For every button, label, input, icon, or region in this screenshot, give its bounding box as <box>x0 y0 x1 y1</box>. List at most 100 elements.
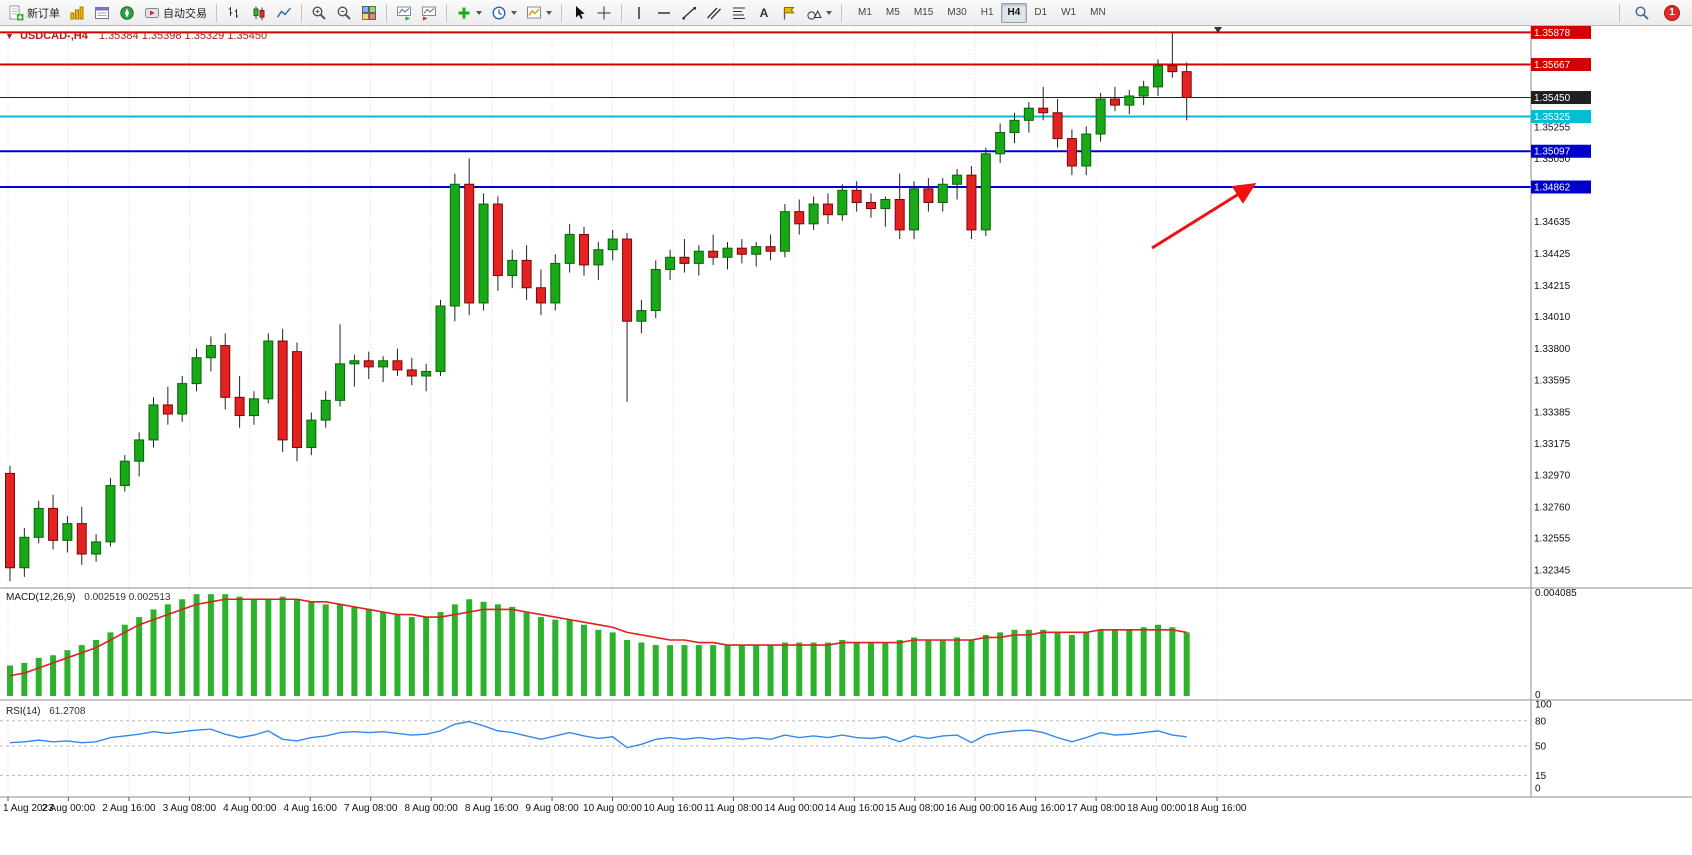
macd-histogram-bar <box>581 624 587 696</box>
bull-candle <box>134 432 145 477</box>
candle-body <box>320 399 331 421</box>
candle-body <box>492 203 503 277</box>
macd-histogram-bar <box>667 645 674 696</box>
cursor-icon <box>576 5 585 19</box>
candle-body <box>952 174 963 185</box>
crosshair-tool-button[interactable] <box>592 2 616 24</box>
profiles-icon <box>70 6 84 19</box>
time-axis-label: 14 Aug 00:00 <box>764 803 823 814</box>
macd-histogram-bar <box>394 614 401 696</box>
bull-candle <box>33 500 44 544</box>
timeframe-m30-button[interactable]: M30 <box>940 3 973 23</box>
fibonacci-icon <box>733 7 745 19</box>
crosshair-icon <box>597 6 611 19</box>
bar-chart-mode-button[interactable] <box>222 2 246 24</box>
price-tag <box>1531 180 1591 194</box>
navigator-button[interactable] <box>115 2 139 24</box>
candle-body <box>636 310 647 322</box>
time-axis-label: 8 Aug 00:00 <box>404 803 458 814</box>
fibonacci-tool-button[interactable] <box>727 2 751 24</box>
timeframe-w1-button[interactable]: W1 <box>1054 3 1083 23</box>
bull-candle <box>808 196 819 230</box>
auto-scroll-button[interactable] <box>392 2 416 24</box>
annotation-arrow[interactable] <box>1151 183 1257 250</box>
notifications-button[interactable]: 1 <box>1660 2 1684 24</box>
macd-histogram-bar <box>1140 627 1147 696</box>
timeframe-m5-button[interactable]: M5 <box>879 3 907 23</box>
time-axis-label: 7 Aug 08:00 <box>344 803 398 814</box>
price-tag-label: 1.35097 <box>1534 147 1571 158</box>
search-button[interactable] <box>1630 2 1654 24</box>
bear-candle <box>220 333 231 410</box>
candle-body <box>1124 95 1135 106</box>
timeframe-h1-button[interactable]: H1 <box>974 3 1001 23</box>
macd-histogram-bar <box>1169 627 1176 696</box>
candle-body <box>349 360 360 365</box>
bull-candle <box>995 123 1006 163</box>
text-tool-icon: A <box>759 5 769 20</box>
bear-candle <box>822 193 833 224</box>
macd-histogram-bar <box>1083 632 1090 696</box>
macd-histogram-bar <box>1097 629 1104 696</box>
macd-histogram-bar <box>322 604 329 696</box>
auto-trading-icon <box>145 7 159 18</box>
candlestick-mode-button[interactable] <box>247 2 271 24</box>
time-axis-label: 8 Aug 16:00 <box>465 803 519 814</box>
macd-histogram-bar <box>1111 629 1118 696</box>
bull-candle <box>148 397 159 448</box>
bull-candle <box>1081 126 1092 176</box>
auto-trading-button[interactable]: 自动交易 <box>140 2 211 24</box>
chart-canvas[interactable]: 0.004085010080501501.358781.356671.35450… <box>0 26 1692 855</box>
shapes-tool-button[interactable] <box>802 2 836 24</box>
candle-body <box>1181 71 1192 99</box>
timeframe-d1-button[interactable]: D1 <box>1027 3 1054 23</box>
bull-candle <box>119 455 130 492</box>
macd-histogram-bar <box>939 639 946 696</box>
horizontal-line-tool-button[interactable] <box>652 2 676 24</box>
candle-body <box>76 523 87 555</box>
macd-histogram-bar <box>868 642 874 696</box>
price-axis-label: 1.33595 <box>1534 375 1571 386</box>
candle-body <box>822 203 833 216</box>
candle-body <box>1081 133 1092 167</box>
vertical-line-tool-button[interactable] <box>627 2 651 24</box>
bar-chart-icon <box>228 6 239 18</box>
chart-shift-marker[interactable] <box>1214 27 1222 33</box>
indicators-button[interactable] <box>452 2 486 24</box>
profiles-button[interactable] <box>65 2 89 24</box>
timeframe-h4-button[interactable]: H4 <box>1000 2 1028 23</box>
chevron-down-icon <box>511 10 517 15</box>
tile-windows-button[interactable] <box>357 2 381 24</box>
timeframe-m15-button[interactable]: M15 <box>907 3 940 23</box>
chart-shift-button[interactable] <box>417 2 441 24</box>
macd-axis-max-label: 0.004085 <box>1535 588 1577 599</box>
macd-histogram-bar <box>1126 629 1133 696</box>
candle-body <box>105 485 116 543</box>
price-axis-label: 1.32970 <box>1534 470 1571 481</box>
periods-button[interactable] <box>487 2 521 24</box>
cursor-tool-button[interactable] <box>567 2 591 24</box>
zoom-out-button[interactable] <box>332 2 356 24</box>
label-tool-button[interactable] <box>777 2 801 24</box>
chart-window[interactable]: 0.004085 0 100 80 50 15 0 1.35878 1.35667 1.35450… <box>0 26 1692 855</box>
candle-body <box>1167 65 1178 73</box>
line-chart-mode-button[interactable] <box>272 2 296 24</box>
timeframe-m1-button[interactable]: M1 <box>851 3 879 23</box>
macd-histogram-bar <box>824 642 831 696</box>
candle-body <box>837 189 848 216</box>
data-window-button[interactable] <box>90 2 114 24</box>
bear-candle <box>5 465 15 582</box>
text-tool-button[interactable]: A <box>752 2 776 24</box>
channel-tool-button[interactable] <box>702 2 726 24</box>
zoom-in-button[interactable] <box>307 2 331 24</box>
time-axis-label: 18 Aug 16:00 <box>1188 803 1247 814</box>
new-order-button[interactable]: 新订单 <box>4 2 64 24</box>
templates-button[interactable] <box>522 2 556 24</box>
trendline-tool-button[interactable] <box>677 2 701 24</box>
bull-candle <box>665 249 676 281</box>
timeframe-mn-button[interactable]: MN <box>1083 3 1113 23</box>
bull-candle <box>937 178 948 212</box>
macd-histogram-bar <box>523 611 530 696</box>
candle-body <box>378 360 389 368</box>
candle-body <box>937 183 948 204</box>
